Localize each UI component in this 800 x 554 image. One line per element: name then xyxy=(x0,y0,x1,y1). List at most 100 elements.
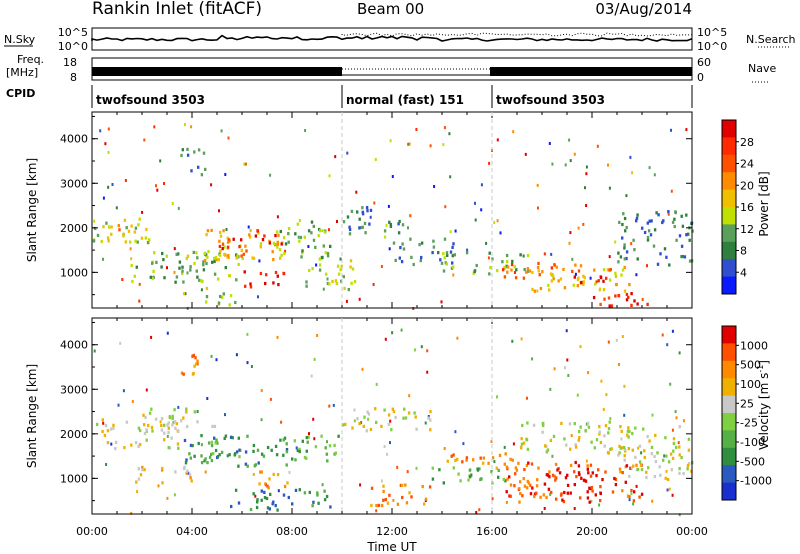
heatmap-cell xyxy=(208,455,212,459)
heatmap-cell xyxy=(628,495,631,499)
heatmap-cell xyxy=(305,449,308,453)
heatmap-cell xyxy=(252,443,256,448)
heatmap-cell xyxy=(465,251,469,255)
heatmap-cell xyxy=(196,420,199,424)
heatmap-cell xyxy=(599,287,602,291)
nsky-line xyxy=(91,34,693,42)
heatmap-cell xyxy=(145,438,148,442)
heatmap-cell xyxy=(240,254,243,258)
heatmap-cell xyxy=(568,241,571,245)
heatmap-cell xyxy=(461,460,464,464)
heatmap-cell xyxy=(197,148,201,152)
heatmap-cell xyxy=(429,410,432,414)
heatmap-cell xyxy=(280,253,283,257)
heatmap-cell xyxy=(388,220,391,224)
heatmap-cell xyxy=(646,235,650,240)
heatmap-cell xyxy=(608,420,611,424)
heatmap-cell xyxy=(409,214,412,218)
heatmap-cell xyxy=(303,491,307,495)
heatmap-cell xyxy=(566,483,570,487)
heatmap-cell xyxy=(274,243,277,247)
heatmap-cell xyxy=(186,153,190,157)
heatmap-cell xyxy=(566,491,569,495)
colorbar-segment xyxy=(722,120,736,138)
heatmap-cell xyxy=(167,430,170,434)
heatmap-cell xyxy=(614,477,618,481)
heatmap-cell xyxy=(166,423,169,427)
heatmap-cell xyxy=(535,484,539,488)
heatmap-cell xyxy=(621,222,624,227)
heatmap-cell xyxy=(351,267,355,271)
heatmap-cell xyxy=(474,218,477,222)
heatmap-cell xyxy=(677,441,680,445)
heatmap-cell xyxy=(221,242,225,246)
colorbar-segment xyxy=(722,241,736,260)
heatmap-cell xyxy=(618,451,621,455)
heatmap-cell xyxy=(256,229,259,233)
heatmap-cell xyxy=(334,279,338,283)
heatmap-cell xyxy=(553,474,556,478)
heatmap-cell xyxy=(646,264,648,268)
heatmap-cell xyxy=(593,446,596,450)
heatmap-cell xyxy=(628,429,631,433)
heatmap-cell xyxy=(163,276,166,280)
heatmap-cell xyxy=(479,456,482,460)
heatmap-cell xyxy=(650,445,654,449)
heatmap-cell xyxy=(301,251,304,255)
heatmap-cell xyxy=(279,438,282,442)
heatmap-cell xyxy=(316,491,319,495)
heatmap-cell xyxy=(183,438,187,443)
heatmap-cell xyxy=(350,281,353,285)
heatmap-cell xyxy=(271,250,274,254)
heatmap-cell xyxy=(323,230,327,234)
heatmap-cell xyxy=(451,245,454,249)
heatmap-cell xyxy=(629,155,632,159)
heatmap-cell xyxy=(269,397,272,401)
colorbar-tick-label: 500 xyxy=(740,359,761,372)
heatmap-cell xyxy=(144,236,147,240)
heatmap-cell xyxy=(532,423,536,427)
heatmap-cell xyxy=(235,353,238,357)
heatmap-cell xyxy=(171,416,174,421)
heatmap-cell xyxy=(628,283,631,287)
heatmap-cell xyxy=(265,273,268,277)
heatmap-cell xyxy=(207,441,211,445)
heatmap-cell xyxy=(488,251,491,255)
heatmap-cell xyxy=(298,239,301,243)
heatmap-cell xyxy=(421,484,424,489)
heatmap-cell xyxy=(586,490,589,494)
heatmap-cell xyxy=(499,231,502,235)
heatmap-cell xyxy=(390,428,393,432)
heatmap-cell xyxy=(244,162,247,166)
heatmap-cell xyxy=(249,282,252,286)
heatmap-cell xyxy=(147,423,150,428)
colorbar-tick-label: -100 xyxy=(740,436,765,449)
heatmap-cell xyxy=(569,463,573,467)
heatmap-cell xyxy=(189,265,192,269)
heatmap-cell xyxy=(614,271,617,275)
heatmap-cell xyxy=(624,480,627,484)
heatmap-cell xyxy=(665,255,668,259)
heatmap-cell xyxy=(100,239,103,244)
heatmap-cell xyxy=(585,172,588,176)
heatmap-cell xyxy=(181,265,184,269)
heatmap-cell xyxy=(121,278,124,281)
heatmap-cell xyxy=(197,165,200,169)
heatmap-cell xyxy=(248,233,251,237)
heatmap-cell xyxy=(527,481,531,485)
heatmap-cell xyxy=(590,499,593,503)
heatmap-cell xyxy=(257,461,260,465)
heatmap-cell xyxy=(509,457,512,461)
heatmap-cell xyxy=(143,423,146,427)
beam-title: Beam 00 xyxy=(357,0,424,18)
heatmap-cell xyxy=(618,444,621,448)
heatmap-cell xyxy=(520,442,524,446)
heatmap-cell xyxy=(443,256,446,260)
heatmap-cell xyxy=(257,231,260,235)
heatmap-cell xyxy=(502,268,505,272)
heatmap-cell xyxy=(475,263,478,268)
heatmap-cell xyxy=(456,336,459,340)
heatmap-cell xyxy=(245,249,248,253)
heatmap-cell xyxy=(687,462,691,466)
